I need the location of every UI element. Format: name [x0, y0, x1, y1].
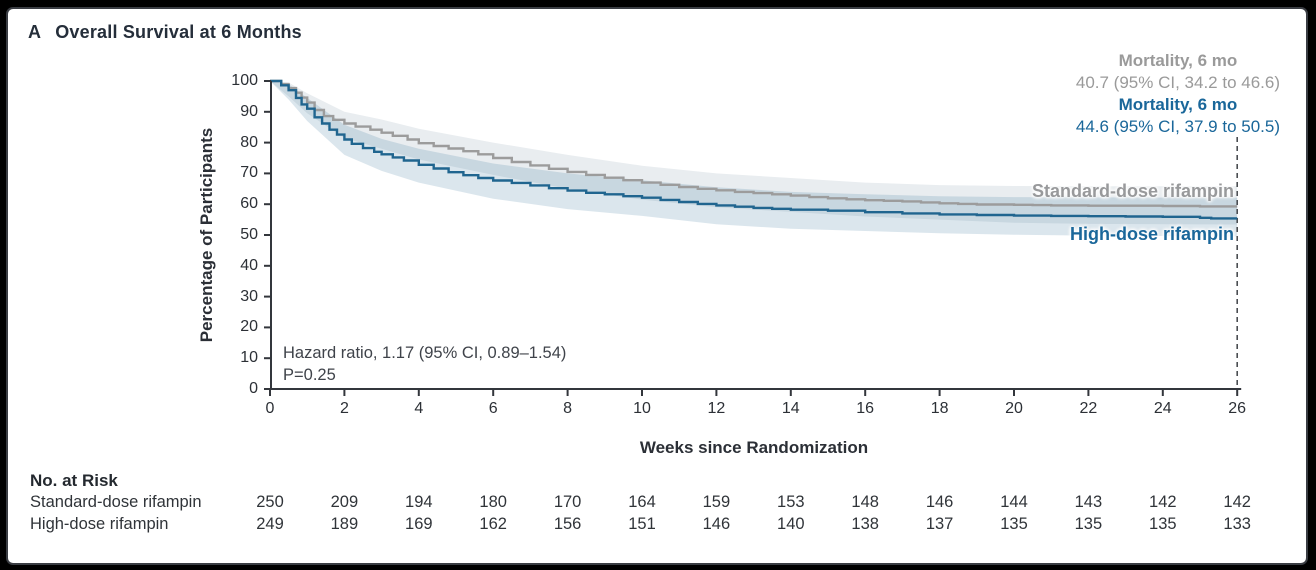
risk-row-label-standard: Standard-dose rifampin: [30, 493, 202, 511]
risk-value: 153: [777, 493, 805, 511]
x-tick-label: 22: [1079, 400, 1098, 417]
standard-mortality-title: Mortality, 6 mo: [1118, 51, 1238, 70]
risk-value: 250: [256, 493, 284, 511]
risk-value: 135: [1000, 515, 1028, 533]
y-tick-label: 90: [240, 102, 258, 120]
risk-value: 143: [1074, 493, 1103, 511]
x-tick-label: 4: [414, 400, 424, 417]
standard-curve-label: Standard-dose rifampin: [1031, 181, 1234, 201]
p-value-text: P=0.25: [283, 366, 336, 384]
x-tick-label: 14: [781, 400, 800, 417]
y-tick-label: 0: [249, 380, 258, 397]
risk-value: 170: [553, 493, 582, 511]
risk-value: 135: [1149, 515, 1177, 533]
standard-mortality-value: 40.7 (95% CI, 34.2 to 46.6): [1075, 73, 1280, 92]
high-mortality-value: 44.6 (95% CI, 37.9 to 50.5): [1075, 117, 1280, 136]
risk-value: 142: [1149, 493, 1177, 511]
risk-value: 156: [553, 515, 582, 533]
x-tick-label: 6: [488, 400, 498, 417]
x-tick-label: 12: [707, 400, 726, 417]
mortality-annotation: Mortality, 6 mo 40.7 (95% CI, 34.2 to 46…: [1076, 50, 1280, 138]
y-tick-label: 20: [240, 318, 258, 336]
x-tick-label: 18: [930, 400, 949, 417]
x-tick-label: 0: [265, 400, 275, 417]
hazard-ratio-annotation: Hazard ratio, 1.17 (95% CI, 0.89–1.54) P…: [283, 342, 566, 386]
risk-value: 137: [925, 515, 954, 533]
risk-value: 159: [702, 493, 731, 511]
risk-value: 194: [405, 493, 433, 511]
risk-value: 189: [330, 515, 359, 533]
risk-value: 169: [405, 515, 433, 533]
panel-letter: A: [28, 22, 42, 42]
risk-value: 180: [479, 493, 507, 511]
y-tick-label: 100: [231, 72, 258, 89]
y-axis-title: Percentage of Participants: [197, 127, 216, 343]
risk-value: 162: [479, 515, 507, 533]
high-survival-curve: [270, 79, 1238, 220]
high-curve-label: High-dose rifampin: [1069, 224, 1234, 244]
risk-value: 249: [256, 515, 284, 533]
risk-table-header: No. at Risk: [30, 471, 118, 490]
risk-value: 142: [1223, 493, 1251, 511]
survival-chart-svg: [264, 79, 1242, 396]
risk-value: 144: [1000, 493, 1028, 511]
risk-value: 133: [1223, 515, 1251, 533]
risk-value: 209: [330, 493, 359, 511]
high-mortality-title: Mortality, 6 mo: [1118, 95, 1238, 114]
hazard-ratio-text: Hazard ratio, 1.17 (95% CI, 0.89–1.54): [283, 344, 567, 362]
risk-value: 151: [628, 515, 656, 533]
risk-value: 138: [851, 515, 879, 533]
standard-ci-band: [270, 81, 1238, 225]
y-tick-label: 40: [240, 256, 258, 274]
x-axis-title: Weeks since Randomization: [639, 438, 869, 457]
x-tick-label: 20: [1005, 400, 1023, 417]
figure-panel-a: A Overall Survival at 6 Months Percentage…: [6, 7, 1308, 565]
risk-value: 146: [702, 515, 731, 533]
y-tick-label: 80: [240, 133, 258, 151]
risk-value: 148: [851, 493, 879, 511]
y-tick-label: 70: [240, 164, 258, 182]
risk-row-label-high: High-dose rifampin: [30, 515, 169, 533]
x-tick-label: 10: [633, 400, 651, 417]
x-tick-label: 16: [856, 400, 875, 417]
risk-value: 164: [628, 493, 656, 511]
y-tick-label: 60: [240, 195, 258, 213]
x-tick-label: 26: [1228, 400, 1247, 417]
panel-title: A Overall Survival at 6 Months: [28, 22, 302, 43]
x-tick-label: 2: [339, 400, 349, 417]
high-ci-band: [270, 81, 1238, 237]
x-tick-label: 24: [1153, 400, 1172, 417]
risk-value: 135: [1074, 515, 1103, 533]
y-tick-label: 50: [240, 226, 258, 243]
x-tick-label: 8: [563, 400, 573, 417]
y-tick-label: 30: [240, 287, 258, 305]
y-tick-label: 10: [240, 349, 258, 367]
panel-title-text: Overall Survival at 6 Months: [55, 22, 302, 42]
risk-value: 146: [925, 493, 954, 511]
risk-value: 140: [777, 515, 805, 533]
standard-survival-curve: [270, 79, 1238, 208]
